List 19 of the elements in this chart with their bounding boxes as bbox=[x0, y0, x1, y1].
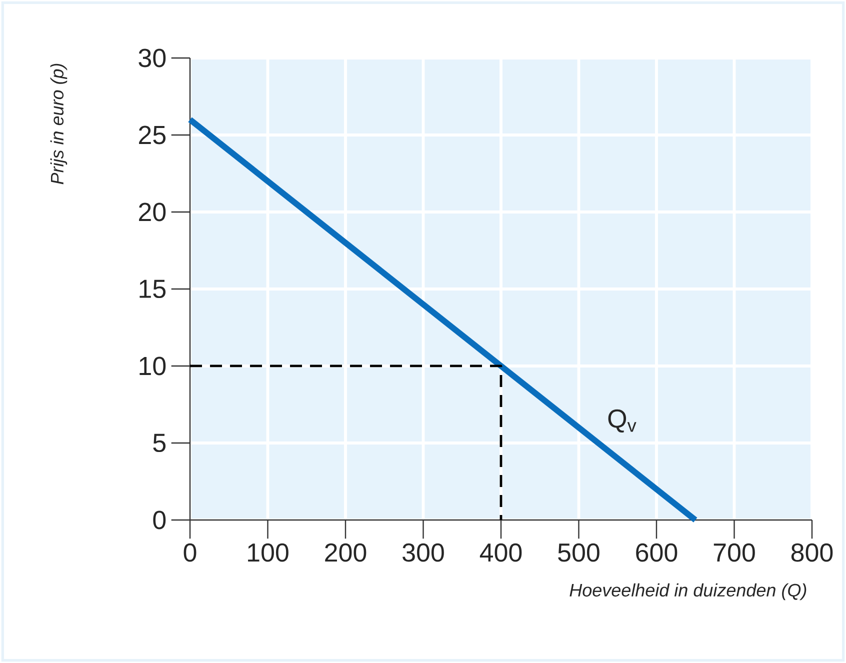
x-tick-label: 700 bbox=[714, 543, 755, 562]
x-axis-title: Hoeveelheid in duizenden (Q) bbox=[570, 583, 806, 600]
y-tick-label: 20 bbox=[139, 202, 166, 222]
x-tick-label: 600 bbox=[636, 543, 678, 562]
y-tick-label: 0 bbox=[153, 510, 166, 530]
y-tick-label: 30 bbox=[138, 48, 166, 68]
x-tick-label: 800 bbox=[791, 543, 833, 562]
x-tick-label: 300 bbox=[402, 543, 444, 562]
x-tick-label: 0 bbox=[184, 543, 196, 562]
y-tick-label: 15 bbox=[140, 280, 166, 298]
series-label: Q$_{v}$ bbox=[608, 409, 636, 432]
y-axis-title: Prijs in euro (p) bbox=[50, 64, 68, 184]
x-tick-label: 200 bbox=[325, 543, 366, 562]
y-tick-label: 10 bbox=[140, 356, 166, 376]
x-tick-label: 100 bbox=[248, 543, 288, 562]
x-tick-label: 500 bbox=[558, 543, 600, 562]
y-tick-label: 25 bbox=[139, 126, 166, 144]
x-tick-label: 400 bbox=[480, 543, 522, 562]
y-tick-label: 5 bbox=[153, 434, 166, 452]
